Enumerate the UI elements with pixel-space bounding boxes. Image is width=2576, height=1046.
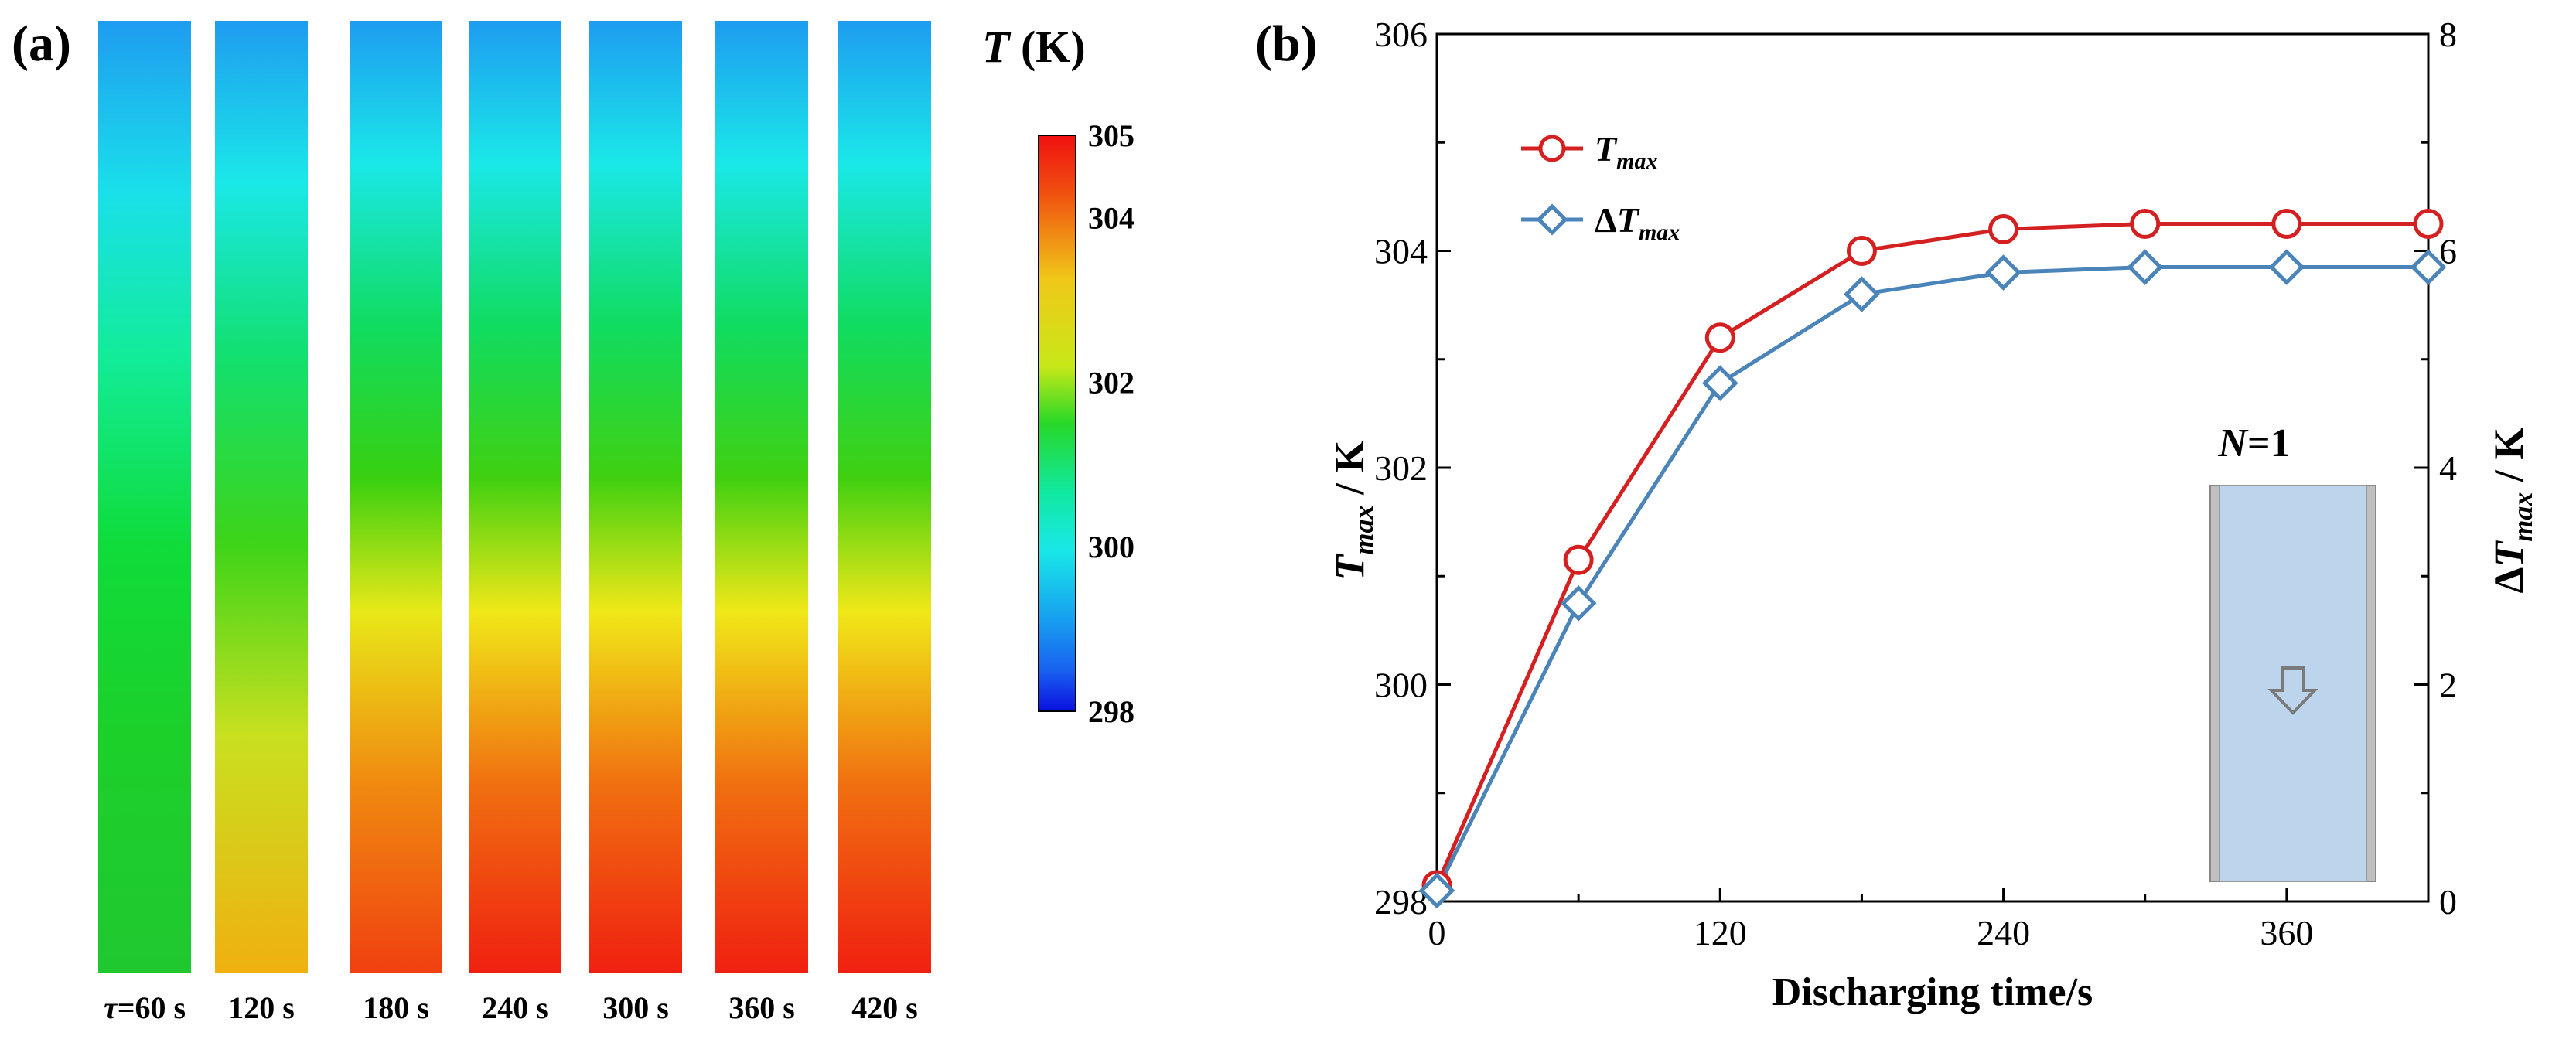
colorbar-tick-label: 302	[1088, 365, 1134, 400]
y-axis-right-label: ΔTmax / K	[2486, 428, 2538, 594]
strip-label: 240 s	[482, 990, 548, 1025]
legend: Tmax ΔTmax	[1521, 129, 1680, 245]
data-point-tmax	[1988, 213, 2019, 244]
y2-tick-label: 0	[2439, 882, 2457, 922]
x-tick-label: 0	[1428, 913, 1446, 952]
strip-label: 420 s	[851, 990, 918, 1025]
series-markers	[1418, 208, 2447, 909]
data-point-dtmax	[2127, 249, 2164, 285]
colorbar-gradient	[1038, 135, 1076, 712]
circle-marker-icon	[1538, 135, 1566, 162]
x-axis: 0 120 240 360	[1428, 888, 2430, 952]
y-tick-label: 298	[1374, 882, 1428, 922]
inset-channel	[2219, 485, 2367, 882]
series-line	[1435, 221, 2428, 886]
colorbar: T (K) 305 304 302 300 298	[982, 22, 1134, 729]
series-line	[1435, 265, 2428, 892]
panel-b-label: (b)	[1255, 15, 1318, 72]
series-lines	[1435, 221, 2428, 892]
diamond-marker-icon	[1536, 203, 1568, 236]
y-tick-label: 304	[1374, 232, 1428, 271]
y-axis-left-label: Tmax / K	[1326, 440, 1379, 580]
legend-label-dtmax: ΔTmax	[1595, 200, 1680, 245]
y-axis-right: 0 2 4 6 8	[2414, 15, 2457, 922]
arrow-down-icon	[2267, 666, 2318, 715]
strip-labels: τ=60 s 120 s 180 s 240 s 300 s 360 s 420 s	[104, 990, 918, 1025]
temperature-strip	[838, 21, 931, 973]
data-point-tmax	[1846, 236, 1877, 266]
data-point-dtmax	[2410, 249, 2447, 285]
y2-tick-label: 6	[2439, 232, 2457, 271]
y2-tick-label: 2	[2439, 666, 2457, 705]
colorbar-tick-label: 298	[1088, 694, 1134, 729]
temperature-strip	[98, 21, 191, 973]
y-axis-left: 298 300 302 304 306	[1374, 15, 1451, 922]
colorbar-tick-label: 304	[1088, 200, 1134, 235]
data-point-dtmax	[1701, 365, 1738, 401]
colorbar-tick-label: 300	[1088, 530, 1134, 564]
legend-item-tmax: Tmax	[1521, 129, 1657, 174]
inset-label: N=1	[2217, 421, 2290, 465]
legend-label-tmax: Tmax	[1595, 129, 1657, 174]
data-point-tmax	[1704, 322, 1735, 353]
colorbar-title: T (K)	[982, 22, 1086, 72]
panel-a-label: (a)	[12, 15, 71, 72]
legend-item-dtmax: ΔTmax	[1521, 200, 1680, 245]
temperature-strips	[98, 21, 931, 973]
strip-label: 300 s	[602, 990, 669, 1025]
temperature-strip	[469, 21, 561, 973]
x-tick-label: 360	[2260, 913, 2313, 952]
colorbar-ticks: 305 304 302 300 298	[1088, 118, 1134, 729]
panel-a: (a) τ=60 s 120 s 180 s 240 s 300 s 360 s 420 s…	[12, 15, 1134, 1025]
data-point-tmax	[1563, 544, 1594, 575]
y2-tick-label: 4	[2439, 448, 2457, 488]
panel-b: (b) 298 300 302 304 306 0 2 4 6 8 0 120 240 360 Dis…	[1255, 15, 2538, 1014]
data-point-tmax	[2130, 208, 2161, 239]
data-point-dtmax	[1985, 254, 2022, 291]
data-point-dtmax	[1560, 584, 1597, 622]
data-point-dtmax	[1418, 872, 1455, 909]
strip-label: 360 s	[728, 990, 795, 1025]
y-tick-label: 306	[1374, 15, 1428, 54]
colorbar-tick-label: 305	[1088, 118, 1134, 153]
strip-label: 120 s	[228, 990, 295, 1025]
data-point-dtmax	[1844, 276, 1880, 312]
temperature-strip	[215, 21, 308, 973]
strip-label: τ=60 s	[104, 990, 186, 1025]
y-tick-label: 302	[1374, 448, 1428, 488]
x-axis-label: Discharging time/s	[1772, 970, 2093, 1014]
data-point-tmax	[2271, 208, 2302, 239]
y-tick-label: 300	[1374, 666, 1428, 705]
data-point-dtmax	[2268, 249, 2305, 285]
temperature-strip	[715, 21, 808, 973]
temperature-strip	[589, 21, 682, 973]
inset-schematic: N=1	[2209, 421, 2376, 882]
temperature-strip	[350, 21, 442, 973]
data-point-tmax	[2413, 208, 2444, 239]
y2-tick-label: 8	[2439, 15, 2457, 54]
x-tick-label: 120	[1694, 913, 1747, 952]
strip-label: 180 s	[363, 990, 429, 1025]
x-tick-label: 240	[1977, 913, 2030, 952]
